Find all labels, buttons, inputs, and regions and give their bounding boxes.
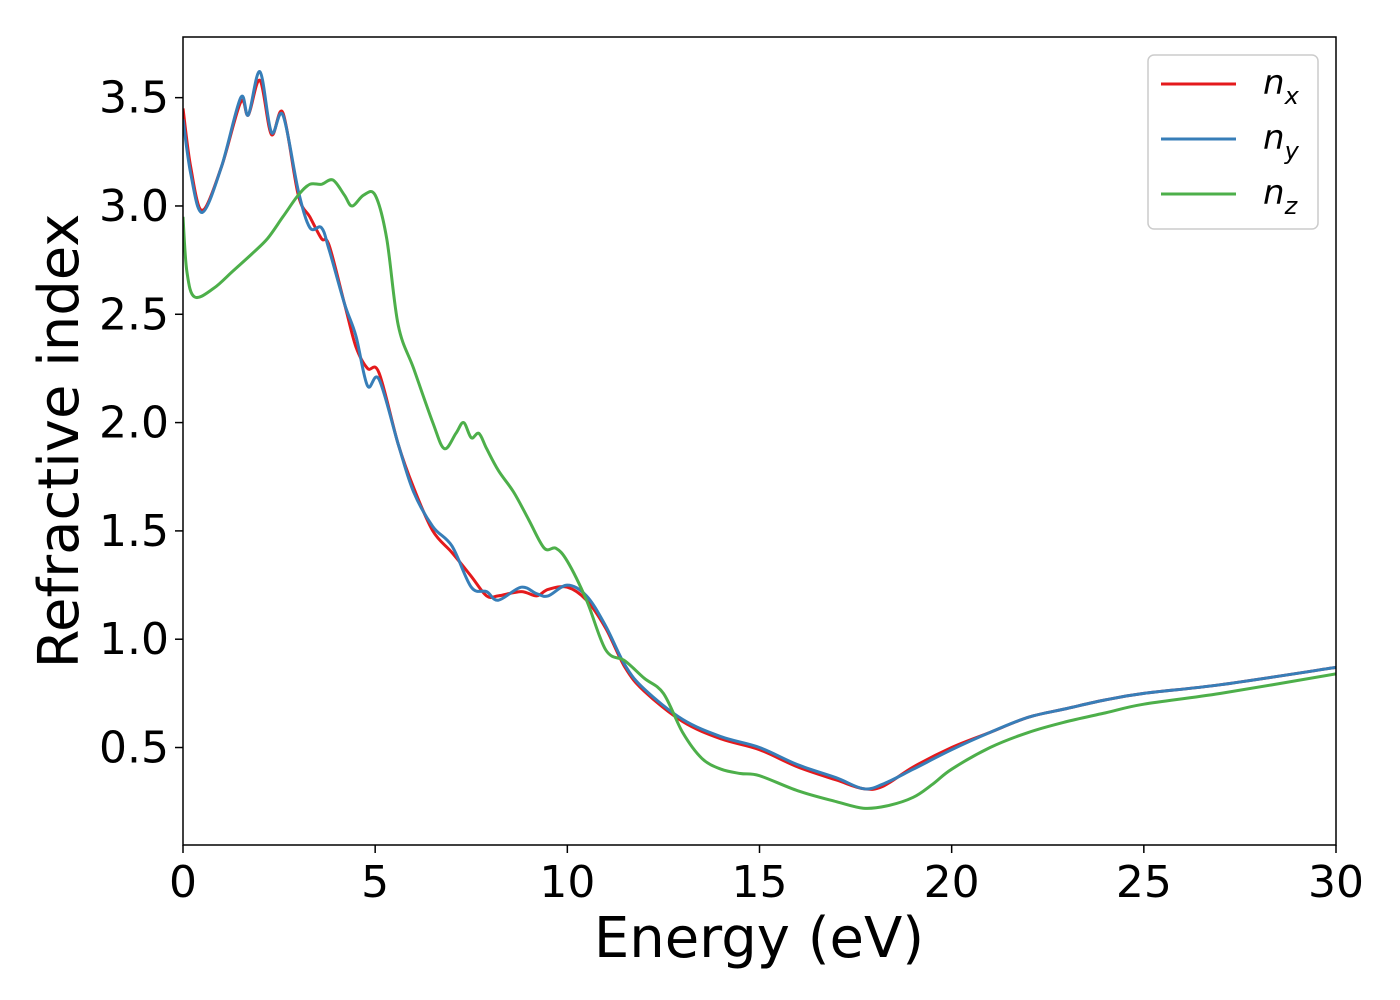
legend-box xyxy=(1147,54,1319,230)
y-axis-ticks: 0.5 1.0 1.5 2.0 2.5 3.0 3.5 xyxy=(99,73,183,774)
legend-label-z: nz xyxy=(1263,173,1299,220)
y-tick-label: 1.5 xyxy=(99,506,169,557)
x-tick-label: 30 xyxy=(1308,857,1364,908)
y-tick-label: 2.5 xyxy=(99,289,169,340)
y-tick-label: 3.5 xyxy=(99,73,169,124)
y-tick-label: 1.0 xyxy=(99,614,169,665)
x-tick-label: 15 xyxy=(732,857,788,908)
y-tick-label: 3.0 xyxy=(99,181,169,232)
x-axis-label: Energy (eV) xyxy=(594,906,924,971)
series-layer xyxy=(183,70,1336,810)
series-line-z xyxy=(183,178,1336,810)
x-tick-label: 25 xyxy=(1116,857,1172,908)
y-axis-label: Refractive index xyxy=(27,214,92,669)
x-tick-label: 0 xyxy=(169,857,197,908)
x-tick-label: 5 xyxy=(361,857,389,908)
x-tick-label: 10 xyxy=(539,857,595,908)
series-line-y xyxy=(183,70,1336,791)
y-tick-label: 2.0 xyxy=(99,398,169,449)
x-tick-label: 20 xyxy=(924,857,980,908)
x-axis-ticks: 0 5 10 15 20 25 30 xyxy=(169,845,1364,908)
y-tick-label: 0.5 xyxy=(99,723,169,774)
